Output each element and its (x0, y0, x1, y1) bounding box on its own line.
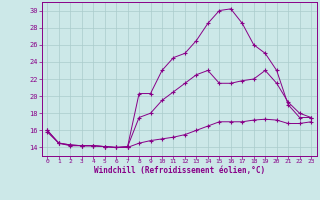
X-axis label: Windchill (Refroidissement éolien,°C): Windchill (Refroidissement éolien,°C) (94, 166, 265, 175)
